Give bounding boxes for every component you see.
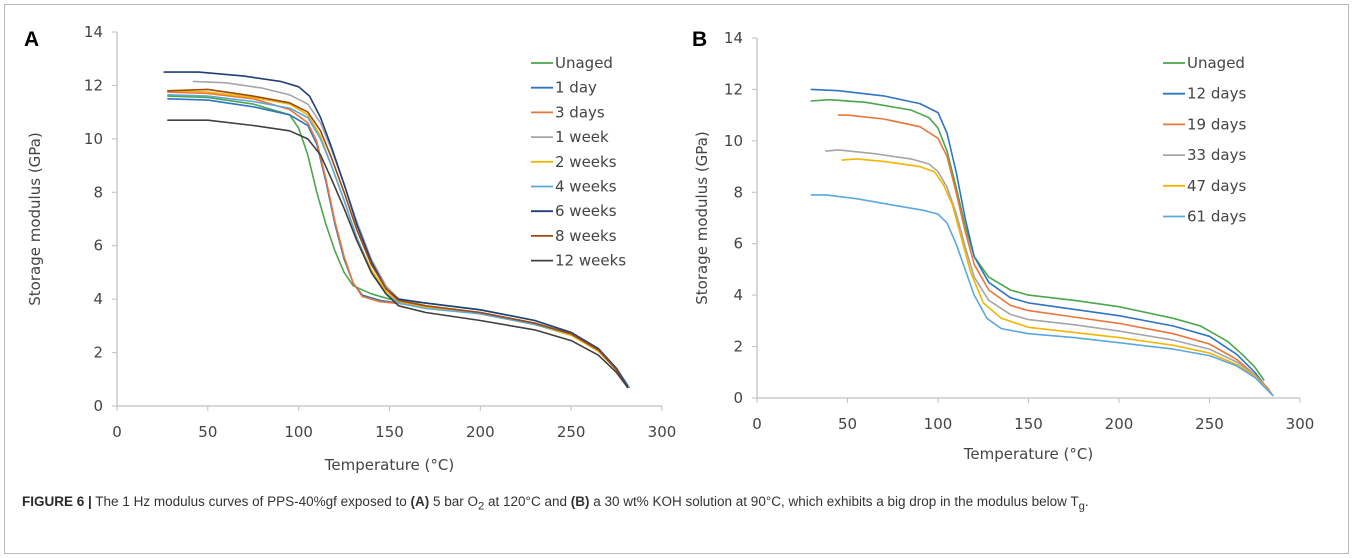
- panel-b-y-tick-label: 10: [724, 132, 743, 150]
- panel-a-y-tick-label: 10: [84, 130, 103, 148]
- panel-b-series-line-12-days: [810, 88, 1265, 385]
- panel-a-series-line-12-weeks: [167, 119, 629, 389]
- panel-a-legend-label-12-weeks: 12 weeks: [555, 252, 626, 270]
- panel-a-x-tick-label: 100: [284, 423, 313, 441]
- panel-a-x-tick-label: 300: [648, 423, 677, 441]
- caption-subscript-2: 2: [478, 500, 485, 513]
- panel-a-legend-label-unaged: Unaged: [555, 54, 613, 72]
- panel-a-y-tick-label: 14: [84, 23, 103, 41]
- panel-b-y-tick-label: 8: [733, 183, 743, 201]
- panel-a-legend-label-2-weeks: 2 weeks: [555, 153, 617, 171]
- panel-a-legend-label-4-weeks: 4 weeks: [555, 178, 617, 196]
- panel-b-legend-label-47-days: 47 days: [1187, 177, 1246, 195]
- panel-a-y-tick-label: 4: [93, 290, 103, 308]
- panel-b-x-tick-label: 0: [752, 415, 762, 433]
- panel-a-legend-label-6-weeks: 6 weeks: [555, 202, 617, 220]
- panel-a-letter: A: [24, 28, 39, 51]
- panel-b-y-tick-label: 4: [733, 286, 743, 304]
- panel-a-y-tick-label: 2: [93, 344, 103, 362]
- panel-a-legend-label-8-weeks: 8 weeks: [555, 227, 617, 245]
- panel-a-plot: A 0 50 100 150 200 250 300 0 2 4 6 8 10 12 14 Temperatur…: [24, 23, 676, 474]
- panel-a-series-line-2-weeks: [167, 90, 629, 389]
- panel-a-y-tick-label: 8: [93, 183, 103, 201]
- panel-b-legend-label-19-days: 19 days: [1187, 115, 1246, 133]
- panel-b-x-tick-label: 200: [1105, 415, 1134, 433]
- caption-text-4: a 30 wt% KOH solution at 90°C, which exh…: [589, 494, 1079, 509]
- panel-b-x-tick-label: 100: [924, 415, 953, 433]
- panel-b-legend-label-61-days: 61 days: [1187, 208, 1246, 226]
- panel-b-y-tick-label: 0: [733, 389, 743, 407]
- panel-b-x-tick-label: 300: [1286, 415, 1315, 433]
- panel-b-y-tick-label: 6: [733, 235, 743, 253]
- panel-b-y-tick-label: 12: [724, 80, 743, 98]
- panel-a-x-tick-label: 50: [198, 423, 217, 441]
- panel-a-series-line-6-weeks: [163, 71, 629, 387]
- panel-a-x-tick-label: 250: [557, 423, 586, 441]
- panel-b-x-tick-label: 250: [1195, 415, 1224, 433]
- panel-b-plot: B 0 50 100 150 200 250 300 0 2 4 6 8 10 12 14 Temperatur…: [692, 28, 1314, 463]
- caption-text-1: The 1 Hz modulus curves of PPS-40%gf exp…: [91, 494, 411, 509]
- panel-b-legend-label-12-days: 12 days: [1187, 85, 1246, 103]
- panel-b-series-line-unaged: [810, 98, 1265, 381]
- caption-text-3: at 120°C and: [484, 494, 571, 509]
- panel-a-series-line-8-weeks: [167, 88, 629, 389]
- figure-charts: A0 50 100 150 200 250 30002468101214Temperatur…: [24, 23, 1314, 474]
- panel-b-y-axis-title: Storage modulus (GPa): [693, 131, 711, 304]
- panel-a-legend-label-1-day: 1 day: [555, 79, 597, 97]
- panel-a-x-tick-label: 0: [112, 423, 122, 441]
- panel-b-y-tick-label: 14: [724, 29, 743, 47]
- panel-b-series-line-19-days: [837, 114, 1274, 397]
- panel-b-letter: B: [692, 28, 707, 51]
- panel-a-legend-label-3-days: 3 days: [555, 103, 605, 121]
- caption-text-5: .: [1084, 494, 1089, 509]
- caption-subscript-g: g: [1078, 500, 1085, 513]
- panel-b-series-line-33-days: [824, 149, 1274, 397]
- panel-a-y-tick-label: 12: [84, 76, 103, 94]
- caption-figure-label: FIGURE 6 |: [22, 494, 92, 509]
- panel-a-x-tick-label: 200: [466, 423, 495, 441]
- caption-ref-b: (B): [570, 494, 590, 509]
- panel-a-legend-label-1-week: 1 week: [555, 128, 609, 146]
- panel-b-legend-label-33-days: 33 days: [1187, 146, 1246, 164]
- panel-b-legend-label-unaged: Unaged: [1187, 54, 1245, 72]
- panel-a-y-tick-label: 0: [93, 397, 103, 415]
- panel-b-series-line-61-days: [810, 194, 1274, 397]
- figure-caption: FIGURE 6 | The 1 Hz modulus curves of PP…: [22, 491, 1332, 518]
- panel-b-y-tick-label: 2: [733, 338, 743, 356]
- panel-a-x-axis-title: Temperature (°C): [324, 456, 454, 474]
- panel-b-x-tick-label: 150: [1014, 415, 1043, 433]
- caption-ref-a: (A): [410, 494, 430, 509]
- panel-a-x-tick-label: 150: [375, 423, 404, 441]
- panel-a-y-tick-label: 6: [93, 237, 103, 255]
- panel-a-y-axis-title: Storage modulus (GPa): [26, 132, 44, 305]
- panel-b-series-line-47-days: [841, 158, 1274, 397]
- panel-b-x-tick-label: 50: [838, 415, 857, 433]
- panel-b-x-axis-title: Temperature (°C): [963, 445, 1093, 463]
- caption-text-2: 5 bar O: [429, 494, 478, 509]
